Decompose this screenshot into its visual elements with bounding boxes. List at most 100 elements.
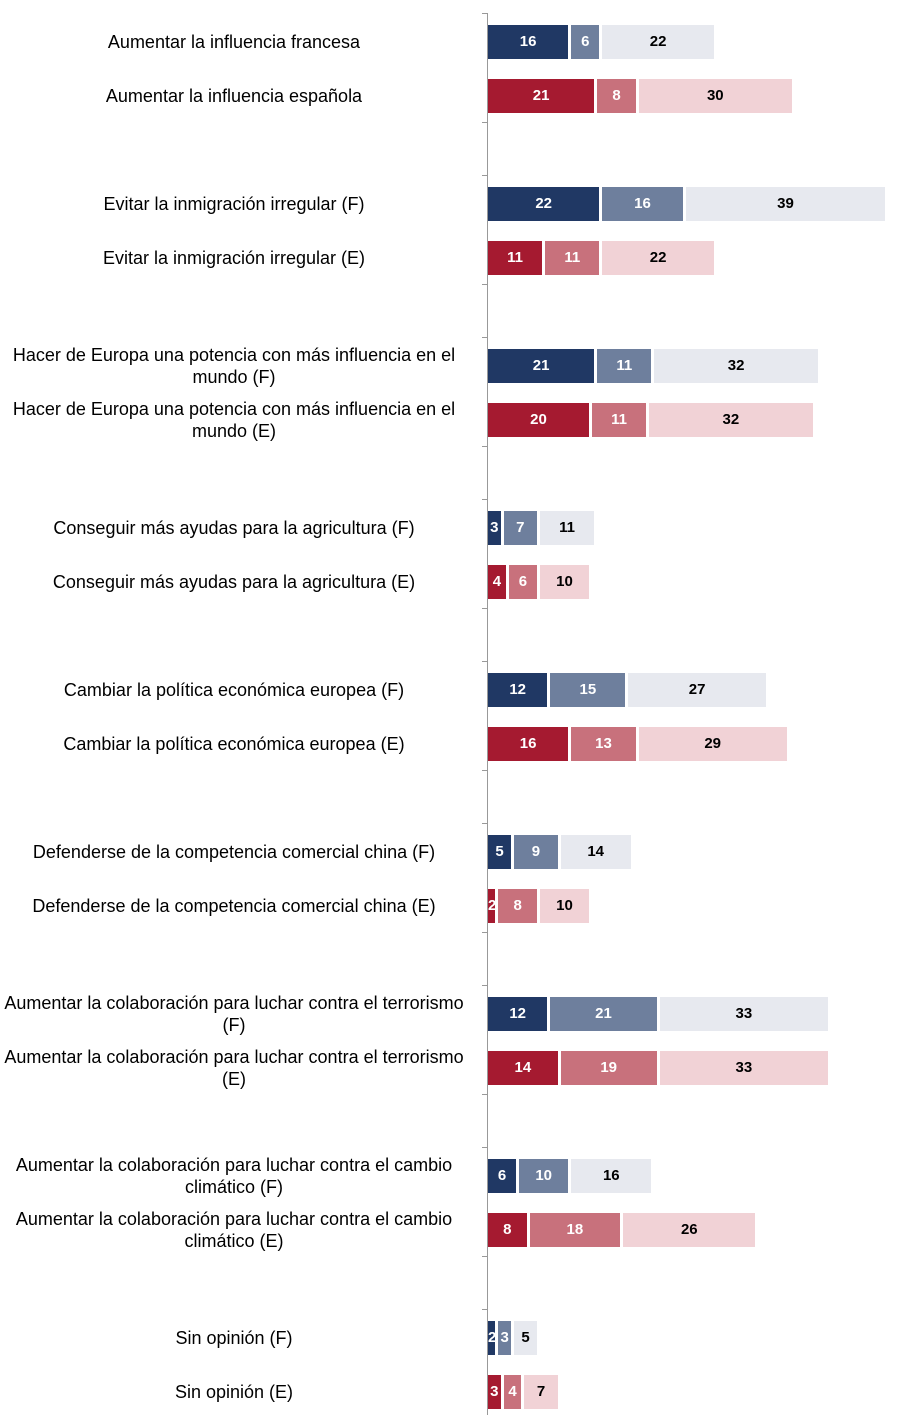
value-label: 2 bbox=[488, 1329, 497, 1346]
axis-tick bbox=[482, 932, 488, 933]
bar-segment bbox=[638, 79, 792, 113]
category-label: Aumentar la colaboración para luchar con… bbox=[4, 987, 464, 1041]
axis-tick bbox=[482, 1147, 488, 1148]
value-label: 5 bbox=[495, 843, 504, 860]
bar-segment bbox=[550, 673, 626, 707]
bar-segment bbox=[488, 241, 543, 275]
axis-tick bbox=[482, 1309, 488, 1310]
category-label: Cambiar la política económica europea (F… bbox=[4, 663, 464, 717]
bar-segment bbox=[560, 1051, 657, 1085]
value-label: 30 bbox=[706, 87, 724, 104]
bar-segment bbox=[488, 1159, 517, 1193]
category-label: Aumentar la colaboración para luchar con… bbox=[4, 1149, 464, 1203]
axis-tick bbox=[482, 284, 488, 285]
category-text: Cambiar la política económica europea (E… bbox=[63, 734, 405, 754]
category-text: Evitar la inmigración irregular (F) bbox=[103, 194, 365, 214]
value-label: 32 bbox=[727, 357, 745, 374]
value-label: 8 bbox=[513, 897, 522, 914]
bar-segment bbox=[597, 79, 636, 113]
bar-segment bbox=[571, 1159, 652, 1193]
value-label: 15 bbox=[579, 681, 597, 698]
axis-tick bbox=[482, 1094, 488, 1095]
value-label: 11 bbox=[507, 249, 524, 266]
category-text: Aumentar la colaboración para luchar con… bbox=[15, 1155, 453, 1197]
bar-segment bbox=[498, 1321, 511, 1355]
value-label: 13 bbox=[595, 735, 612, 752]
value-label: 4 bbox=[492, 573, 502, 590]
value-label: 12 bbox=[509, 681, 527, 698]
bar-segment bbox=[488, 349, 595, 383]
bar-segment bbox=[488, 1051, 558, 1085]
bar-segment bbox=[602, 25, 714, 59]
value-label: 22 bbox=[649, 249, 667, 266]
category-text: Aumentar la colaboración para luchar con… bbox=[4, 993, 464, 1035]
category-label: Evitar la inmigración irregular (F) bbox=[4, 177, 464, 231]
bar-segment bbox=[488, 727, 569, 761]
bar-segment bbox=[488, 1321, 496, 1355]
category-text: Aumentar la influencia española bbox=[105, 86, 363, 106]
axis-tick bbox=[482, 13, 488, 14]
bar-segment bbox=[685, 187, 886, 221]
value-label: 20 bbox=[530, 411, 547, 428]
category-label: Conseguir más ayudas para la agricultura… bbox=[4, 501, 464, 555]
category-label: Hacer de Europa una potencia con más inf… bbox=[4, 393, 464, 447]
bar-segment bbox=[623, 1213, 756, 1247]
category-label: Defenderse de la competencia comercial c… bbox=[4, 879, 464, 933]
bar-segment bbox=[519, 1159, 569, 1193]
value-label: 11 bbox=[616, 357, 633, 374]
value-label: 11 bbox=[611, 411, 628, 428]
category-text: Aumentar la colaboración para luchar con… bbox=[15, 1209, 453, 1251]
value-label: 5 bbox=[521, 1329, 530, 1346]
bar-segment bbox=[488, 997, 548, 1031]
category-text: Cambiar la política económica europea (F… bbox=[63, 680, 405, 700]
value-label: 18 bbox=[566, 1221, 584, 1238]
value-label: 14 bbox=[514, 1059, 532, 1076]
category-label: Sin opinión (E) bbox=[4, 1365, 464, 1415]
value-label: 6 bbox=[518, 573, 528, 590]
bar-segment bbox=[488, 403, 589, 437]
category-text: Hacer de Europa una potencia con más inf… bbox=[12, 345, 456, 387]
bar-segment bbox=[488, 565, 506, 599]
bar-segment bbox=[659, 1051, 829, 1085]
value-label: 4 bbox=[508, 1383, 517, 1400]
category-text: Hacer de Europa una potencia con más inf… bbox=[12, 399, 456, 441]
bar-segment bbox=[498, 889, 537, 923]
value-label: 19 bbox=[600, 1059, 618, 1076]
bar-segment bbox=[540, 511, 595, 545]
axis-tick bbox=[482, 446, 488, 447]
bar-segment bbox=[560, 835, 631, 869]
bar-segment bbox=[654, 349, 818, 383]
bar-segment bbox=[540, 565, 589, 599]
category-label: Aumentar la colaboración para luchar con… bbox=[4, 1203, 464, 1257]
category-label: Aumentar la colaboración para luchar con… bbox=[4, 1041, 464, 1095]
axis-tick bbox=[482, 661, 488, 662]
bar-segment bbox=[488, 673, 548, 707]
bar-segment bbox=[514, 835, 558, 869]
axis-tick bbox=[482, 823, 488, 824]
category-label: Sin opinión (F) bbox=[4, 1311, 464, 1365]
bar-segment bbox=[488, 1375, 501, 1409]
value-label: 3 bbox=[490, 519, 499, 536]
category-label: Cambiar la política económica europea (E… bbox=[4, 717, 464, 771]
value-label: 14 bbox=[587, 843, 605, 860]
value-label: 16 bbox=[602, 1167, 620, 1184]
bar-segment bbox=[488, 889, 496, 923]
value-label: 8 bbox=[612, 87, 621, 104]
category-text: Defenderse de la competencia comercial c… bbox=[32, 896, 436, 916]
category-text: Sin opinión (E) bbox=[174, 1382, 294, 1402]
category-text: Evitar la inmigración irregular (E) bbox=[102, 248, 366, 268]
value-label: 6 bbox=[497, 1167, 507, 1184]
bar-segment bbox=[602, 187, 683, 221]
bar-segment bbox=[488, 511, 501, 545]
bar-segment bbox=[649, 403, 813, 437]
category-label: Conseguir más ayudas para la agricultura… bbox=[4, 555, 464, 609]
value-label: 29 bbox=[704, 735, 722, 752]
value-label: 21 bbox=[532, 87, 550, 104]
category-text: Aumentar la colaboración para luchar con… bbox=[4, 1047, 464, 1089]
bar-segment bbox=[638, 727, 787, 761]
bar-segment bbox=[550, 997, 657, 1031]
bar-segment bbox=[524, 1375, 558, 1409]
value-label: 7 bbox=[536, 1383, 546, 1400]
category-label: Aumentar la influencia española bbox=[4, 69, 464, 123]
